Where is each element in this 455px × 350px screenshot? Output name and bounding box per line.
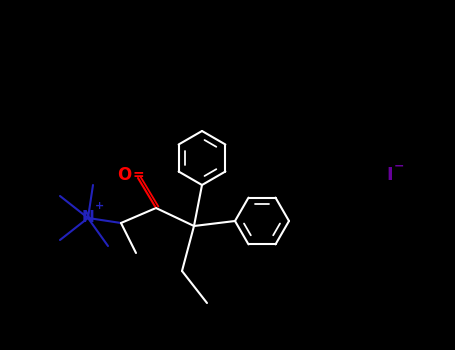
Text: I: I (387, 166, 393, 184)
Text: N: N (81, 210, 94, 225)
Text: O: O (117, 166, 131, 184)
Text: +: + (94, 201, 104, 211)
Text: =: = (132, 168, 144, 182)
Text: −: − (394, 160, 404, 173)
